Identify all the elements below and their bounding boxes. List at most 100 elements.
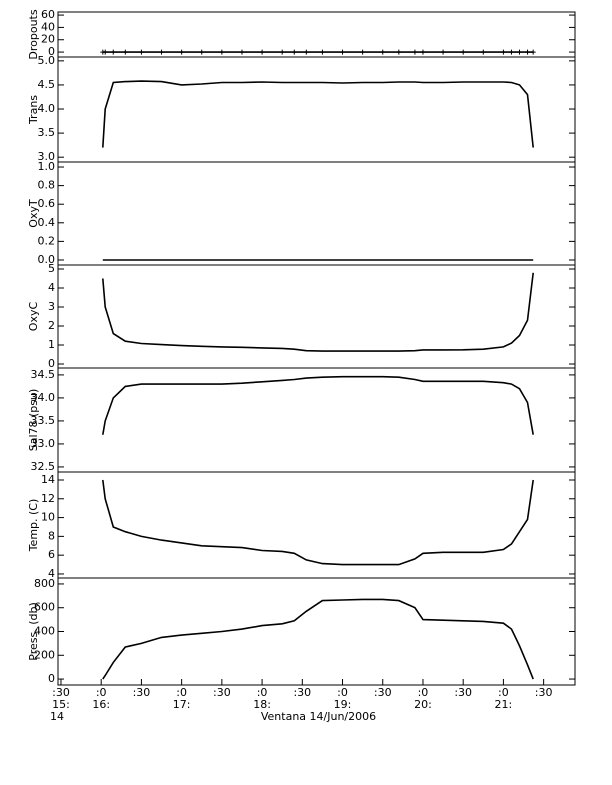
plus-marker [291, 49, 297, 55]
plus-marker [396, 49, 402, 55]
x-tick-label: :30 [454, 686, 472, 699]
y-tick-label: 1.0 [38, 160, 56, 173]
plus-marker [122, 49, 128, 55]
y-tick-label: 60 [41, 8, 55, 21]
plus-marker [319, 49, 325, 55]
data-line [102, 272, 534, 352]
plus-marker [303, 49, 309, 55]
y-tick-label: 1 [48, 338, 55, 351]
y-tick-label: 10 [41, 511, 55, 524]
plus-marker [239, 49, 245, 55]
plus-marker [360, 49, 366, 55]
y-tick-label: 2 [48, 319, 55, 332]
y-axis-label: Trans [27, 95, 40, 125]
y-tick-label: 40 [41, 20, 55, 33]
data-line [102, 375, 534, 435]
panel-frame [57, 161, 576, 266]
plus-marker [102, 49, 108, 55]
y-tick-label: 3.0 [38, 150, 56, 163]
x-tick-label: :30 [133, 686, 151, 699]
plus-marker [179, 49, 185, 55]
y-tick-label: 0 [48, 357, 55, 370]
panel-frame [57, 367, 576, 473]
y-tick-label: 4.5 [38, 78, 56, 91]
x-axis-label: Ventana 14/Jun/2006 [261, 710, 376, 723]
plus-marker [508, 49, 514, 55]
y-tick-label: 3.5 [38, 126, 56, 139]
y-tick-label: 3 [48, 300, 55, 313]
plus-marker [516, 49, 522, 55]
plus-marker [440, 49, 446, 55]
y-axis-label: Sal78 (psu) [27, 389, 40, 452]
plus-marker [525, 49, 531, 55]
x-tick-label: :0 [257, 686, 268, 699]
y-tick-label: 34.5 [31, 368, 56, 381]
x-hour-label: 16: [92, 698, 110, 711]
plus-marker [480, 49, 486, 55]
plus-marker [279, 49, 285, 55]
plus-marker [420, 49, 426, 55]
y-tick-label: 0 [48, 672, 55, 685]
plus-marker [412, 49, 418, 55]
data-line [102, 80, 534, 148]
y-tick-label: 6 [48, 548, 55, 561]
y-tick-label: 12 [41, 492, 55, 505]
data-line [102, 598, 534, 680]
y-tick-label: 400 [34, 625, 55, 638]
y-axis-label: OxyC [27, 302, 40, 332]
x-tick-label: :30 [535, 686, 553, 699]
y-axis-label: OxyT [27, 199, 40, 228]
x-day-label: 14 [50, 710, 64, 723]
y-axis-label: Press. (db) [27, 602, 40, 661]
x-tick-label: :0 [418, 686, 429, 699]
plus-marker [500, 49, 506, 55]
x-tick-label: :0 [498, 686, 509, 699]
x-tick-label: :30 [52, 686, 70, 699]
y-tick-label: 0 [48, 45, 55, 58]
plus-marker [380, 49, 386, 55]
y-tick-label: 5 [48, 262, 55, 275]
y-tick-label: 200 [34, 648, 55, 661]
y-tick-label: 4 [48, 567, 55, 580]
y-tick-label: 0.6 [38, 197, 56, 210]
x-tick-label: :30 [374, 686, 392, 699]
y-axis-label: Dropouts [27, 9, 40, 59]
plus-marker [460, 49, 466, 55]
plus-marker [159, 49, 165, 55]
x-tick-label: :30 [293, 686, 311, 699]
y-tick-label: 0.0 [38, 253, 56, 266]
plus-marker [219, 49, 225, 55]
y-tick-label: 4 [48, 281, 55, 294]
y-tick-label: 8 [48, 529, 55, 542]
y-tick-label: 0.8 [38, 179, 56, 192]
x-hour-label: 18: [253, 698, 271, 711]
y-tick-label: 0.4 [38, 216, 56, 229]
panel-frame [57, 577, 576, 686]
panel-frame [57, 56, 576, 163]
x-hour-label: 21: [495, 698, 513, 711]
panel-frame [57, 264, 576, 369]
plus-marker [340, 49, 346, 55]
y-tick-label: 4.0 [38, 102, 56, 115]
y-tick-label: 34.0 [31, 391, 56, 404]
y-tick-label: 20 [41, 33, 55, 46]
y-tick-label: 33.5 [31, 414, 56, 427]
plus-marker [138, 49, 144, 55]
x-tick-label: :30 [213, 686, 231, 699]
plus-marker [110, 49, 116, 55]
y-tick-label: 5.0 [38, 54, 56, 67]
x-tick-label: :0 [176, 686, 187, 699]
panel-frame [57, 11, 576, 58]
plus-marker [259, 49, 265, 55]
x-hour-label: 19: [334, 698, 352, 711]
y-tick-label: 32.5 [31, 460, 56, 473]
x-hour-label: 20: [414, 698, 432, 711]
data-line [102, 479, 534, 566]
y-tick-label: 33.0 [31, 437, 56, 450]
y-tick-label: 14 [41, 473, 55, 486]
x-hour-label: 15: [52, 698, 70, 711]
y-tick-label: 600 [34, 601, 55, 614]
y-tick-label: 0.2 [38, 234, 56, 247]
y-tick-label: 800 [34, 577, 55, 590]
